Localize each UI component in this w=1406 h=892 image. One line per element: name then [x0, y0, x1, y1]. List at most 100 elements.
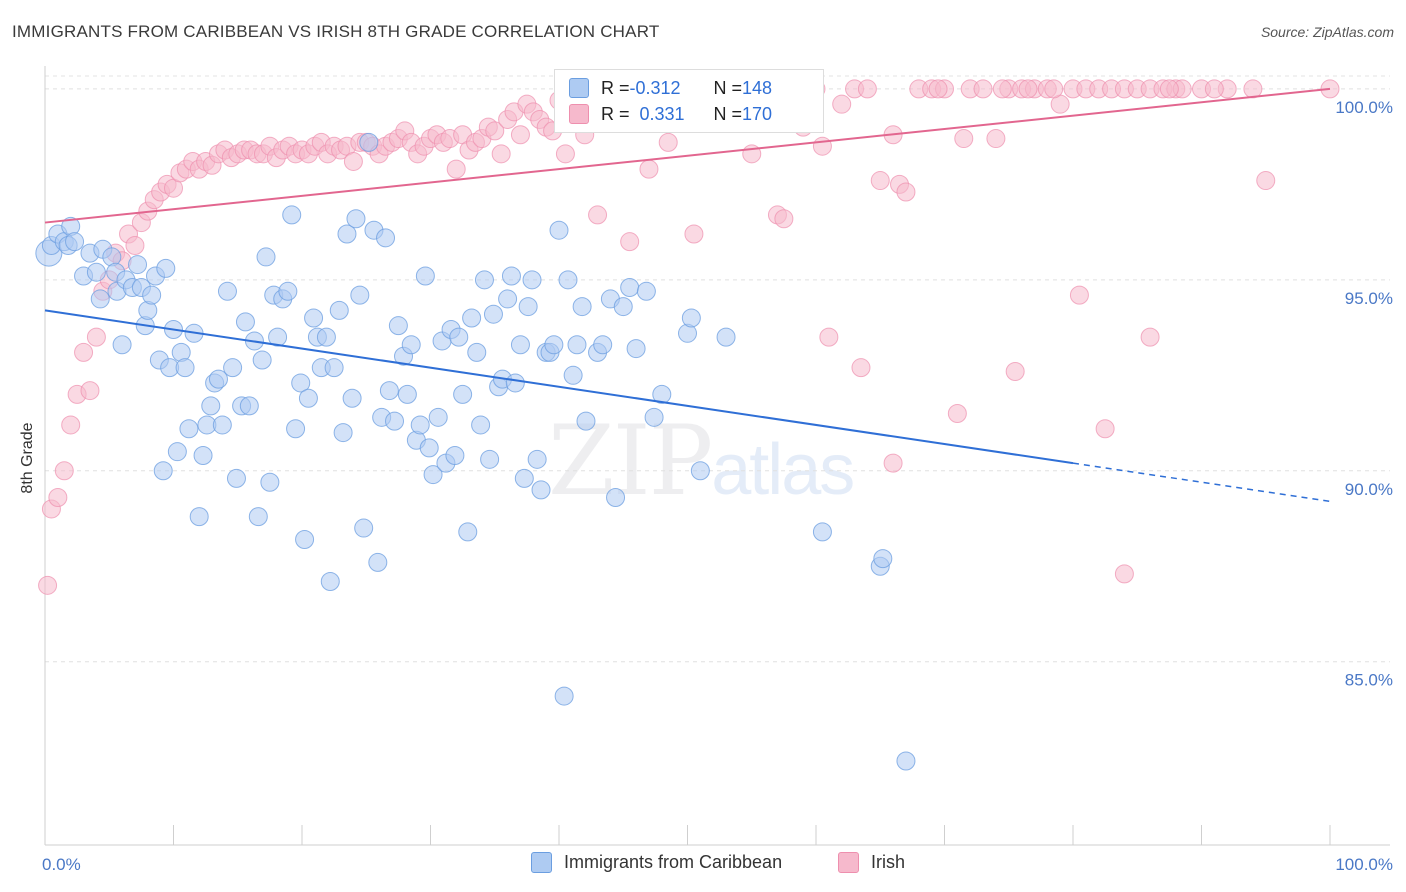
caribbean-point — [153, 461, 173, 481]
caribbean-point — [223, 358, 243, 378]
irish-point — [588, 205, 608, 225]
caribbean-point — [90, 289, 110, 309]
caribbean-point — [208, 369, 228, 389]
caribbean-point — [896, 751, 916, 771]
caribbean-point — [167, 442, 187, 462]
caribbean-point — [376, 228, 396, 248]
irish-point — [86, 327, 106, 347]
irish-point — [928, 79, 948, 99]
caribbean-legend-swatch — [531, 852, 552, 873]
irish-point — [658, 132, 678, 152]
caribbean-point — [449, 327, 469, 347]
caribbean-point — [453, 384, 473, 404]
irish-point — [973, 79, 993, 99]
caribbean-point — [354, 518, 374, 538]
caribbean-point — [397, 384, 417, 404]
caribbean-point — [142, 285, 162, 305]
caribbean-point — [252, 350, 272, 370]
caribbean-point — [201, 396, 221, 416]
r-value-caribbean: -0.312 — [629, 77, 681, 98]
caribbean-point — [554, 686, 574, 706]
trend-lines — [44, 87, 1331, 503]
caribbean-point — [359, 132, 379, 152]
caribbean-point — [128, 255, 148, 275]
caribbean-point — [193, 446, 213, 465]
irish-point — [857, 79, 877, 99]
irish-point — [48, 488, 68, 508]
y-tick-label: 95.0% — [1345, 289, 1393, 308]
caribbean-point — [212, 415, 232, 435]
stats-row-irish: R = 0.331 N = 170 — [569, 101, 772, 127]
caribbean-point — [342, 388, 362, 408]
irish-point — [510, 125, 530, 145]
grid-lines — [45, 75, 1390, 663]
caribbean-point — [156, 258, 176, 278]
irish-point — [1140, 327, 1160, 347]
caribbean-point — [681, 308, 701, 328]
irish-point — [1018, 79, 1038, 99]
caribbean-point — [812, 522, 832, 542]
caribbean-point — [644, 407, 664, 427]
caribbean-point — [324, 358, 344, 378]
stats-legend: R = -0.312 N = 148 R = 0.331 N = 170 — [554, 69, 824, 133]
axes — [44, 66, 1390, 846]
stats-row-caribbean: R = -0.312 N = 148 — [569, 75, 772, 101]
caribbean-point — [388, 316, 408, 336]
irish-point — [832, 94, 852, 114]
watermark: ZIPatlas — [548, 405, 855, 517]
caribbean-point — [474, 270, 494, 290]
caribbean-point — [514, 468, 534, 488]
caribbean-point — [256, 247, 276, 267]
y-tick-label: 100.0% — [1335, 98, 1393, 117]
y-tick-label: 85.0% — [1345, 671, 1393, 690]
irish-point — [61, 415, 81, 435]
caribbean-point — [65, 232, 85, 252]
legend-label-irish: Irish — [871, 852, 906, 872]
caribbean-point — [333, 423, 353, 443]
y-tick-label: 90.0% — [1345, 480, 1393, 499]
caribbean-point — [652, 384, 672, 404]
irish-point — [883, 453, 903, 473]
irish-point — [992, 79, 1012, 99]
irish-swatch — [569, 104, 589, 124]
legend-item-caribbean[interactable]: Immigrants from Caribbean — [531, 852, 782, 873]
legend-item-irish[interactable]: Irish — [838, 852, 905, 873]
irish-point — [1204, 79, 1224, 99]
caribbean-point — [316, 327, 336, 347]
caribbean-point — [423, 465, 443, 485]
caribbean-point — [483, 304, 503, 324]
caribbean-point — [873, 549, 893, 569]
caribbean-point — [179, 419, 199, 439]
caribbean-point — [175, 358, 195, 378]
caribbean-point — [368, 552, 388, 572]
caribbean-point — [467, 342, 487, 362]
n-value-irish: 170 — [742, 103, 773, 124]
irish-trend-line — [44, 87, 1331, 224]
caribbean-point — [235, 312, 255, 332]
caribbean-point — [419, 438, 439, 458]
watermark-zip: ZIP — [548, 405, 713, 517]
caribbean-point — [527, 449, 547, 469]
caribbean-point — [572, 297, 592, 317]
irish-point — [1243, 79, 1263, 99]
caribbean-point — [445, 446, 465, 465]
caribbean-point — [217, 281, 237, 301]
n-label: N = — [713, 103, 743, 124]
irish-point — [54, 461, 74, 481]
irish-point — [485, 121, 505, 141]
caribbean-point — [401, 335, 421, 355]
caribbean-point — [606, 488, 626, 508]
caribbean-point — [428, 407, 448, 427]
n-label: N = — [713, 77, 743, 98]
caribbean-swatch — [569, 78, 589, 98]
irish-point — [851, 358, 871, 378]
caribbean-point — [458, 522, 478, 542]
irish-point — [1159, 79, 1179, 99]
irish-point — [620, 232, 640, 252]
caribbean-point — [385, 411, 405, 431]
caribbean-point — [626, 339, 646, 359]
caribbean-point — [337, 224, 357, 244]
caribbean-point — [613, 297, 633, 317]
caribbean-point — [379, 381, 399, 401]
